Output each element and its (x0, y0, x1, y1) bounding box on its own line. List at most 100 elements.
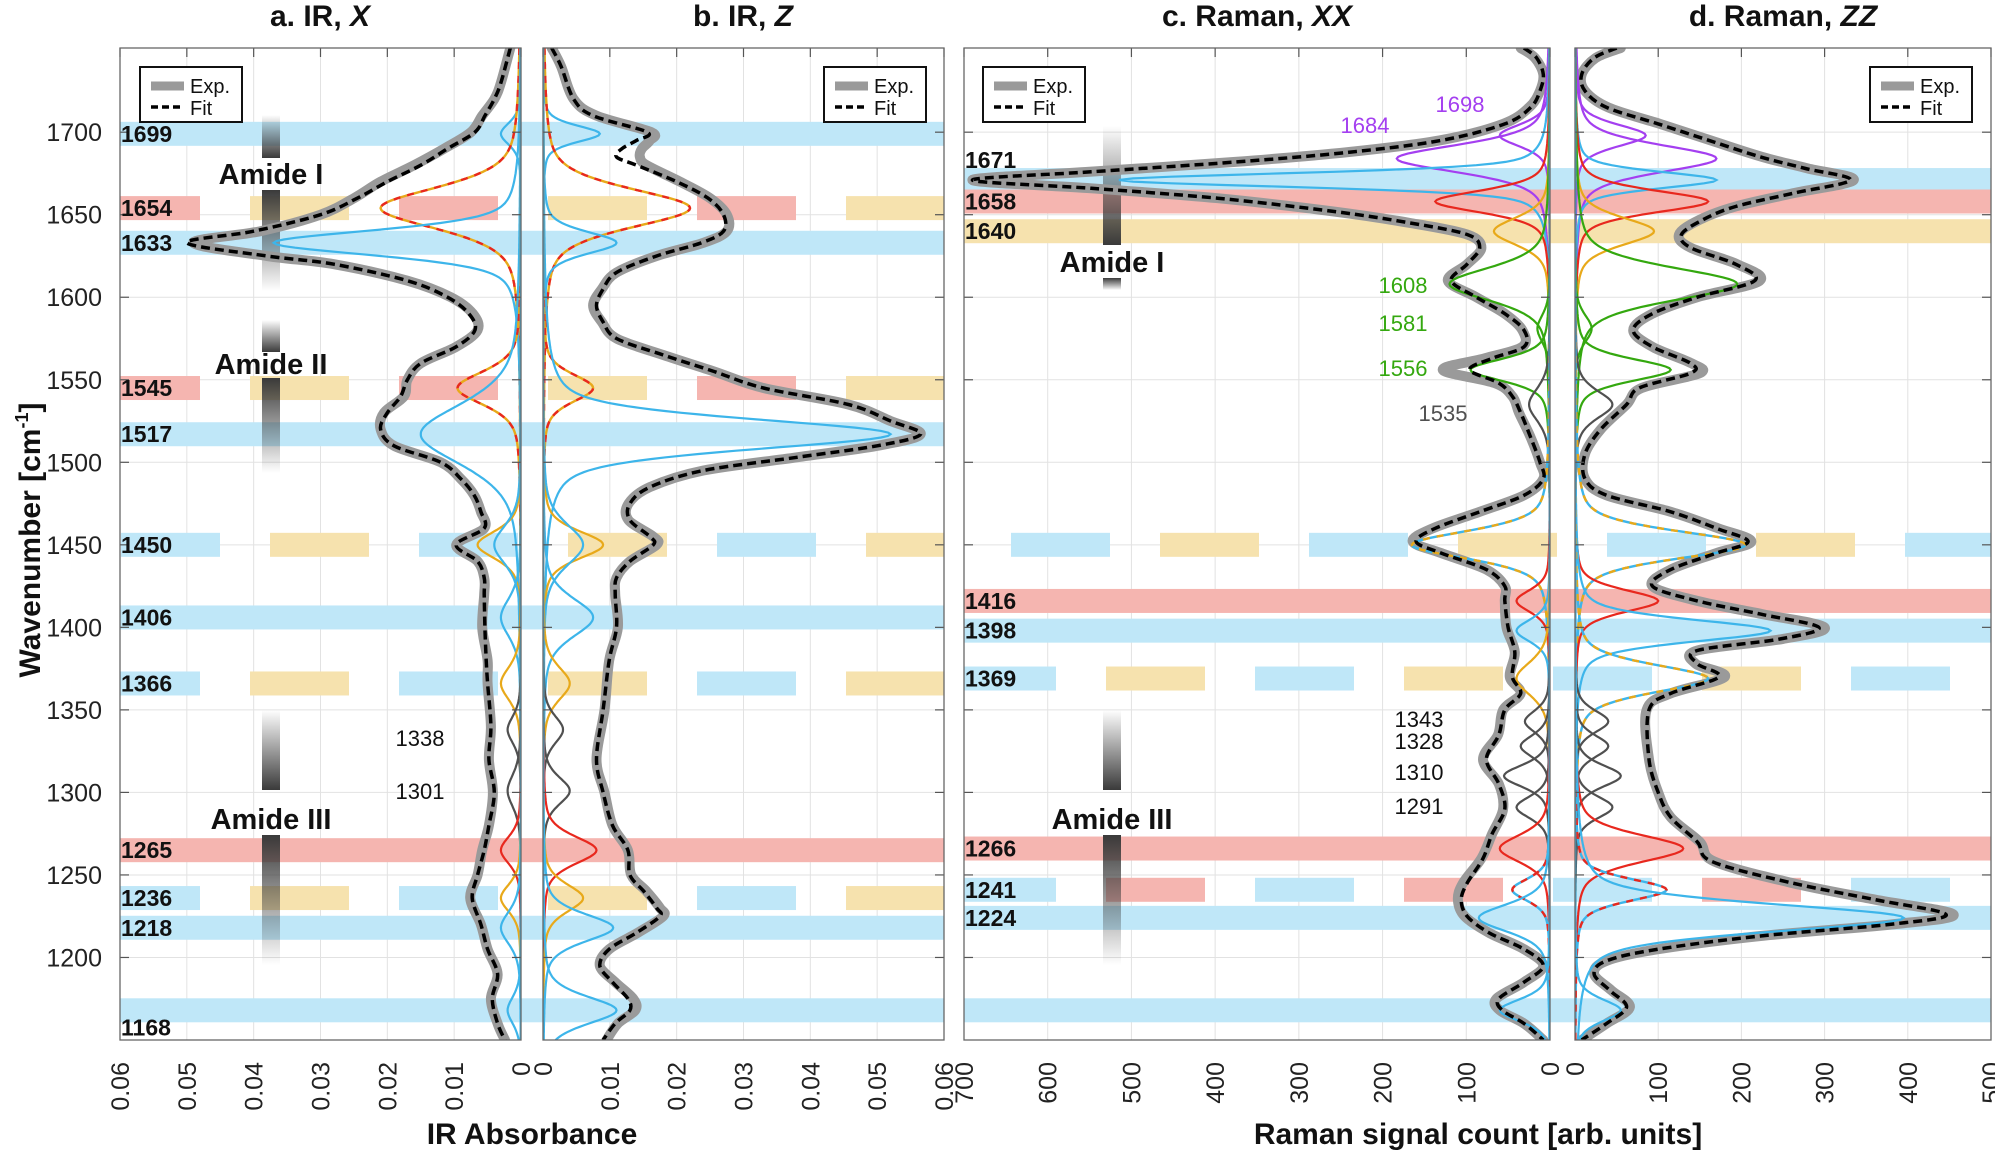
legend-box (823, 66, 927, 123)
band-label: 1236 (121, 885, 172, 911)
band-ir-1699 (120, 121, 944, 146)
x-tick-label: 0.03 (731, 1062, 759, 1111)
x-tick-label: 0.05 (864, 1062, 892, 1111)
peak-label: 1684 (1341, 113, 1390, 138)
legend-exp-label: Exp. (1920, 76, 1960, 98)
band-label: 1224 (965, 905, 1016, 931)
band-dash (1106, 877, 1205, 902)
band-dash (1255, 666, 1354, 691)
amide-range-bar (1103, 710, 1121, 790)
amide-range-bar (1103, 278, 1121, 290)
band-dash (1851, 666, 1950, 691)
band-raman-1369 (964, 666, 1950, 691)
band-dash (964, 666, 1056, 691)
band-dash (964, 877, 1056, 902)
peak-label: 1556 (1379, 356, 1428, 381)
band-label: 1265 (121, 837, 172, 863)
legend-fit-label: Fit (1033, 98, 1056, 120)
panel-b-title: b. IR, Z (693, 0, 795, 33)
panel-d-frame (1574, 47, 1992, 1041)
band-dash (1458, 532, 1557, 557)
peak-label: 1581 (1379, 311, 1428, 336)
band-label: 1633 (121, 230, 172, 256)
band-dash (1553, 666, 1652, 691)
x-tick-label: 0.06 (107, 1062, 135, 1111)
band-fill (120, 422, 944, 447)
band-ir-1517 (120, 422, 944, 447)
component-1654-dash (379, 48, 521, 1040)
panel-c-frame (963, 47, 1551, 1041)
x-tick-label: 400 (1202, 1062, 1230, 1104)
x-tick-label: 100 (1645, 1062, 1673, 1104)
x-tick-label: 0.03 (308, 1062, 336, 1111)
band-dash (121, 532, 220, 557)
panel-a-frame (119, 47, 522, 1041)
x-tick-label: 0.04 (241, 1062, 269, 1111)
y-tick-label: 1250 (46, 862, 102, 890)
band-label: 1241 (965, 877, 1016, 903)
band-label: 1398 (965, 618, 1016, 644)
band-layer (120, 121, 1991, 1023)
band-dash (1607, 532, 1706, 557)
amide-range-bar (262, 835, 280, 965)
x-tick-label: 0.01 (441, 1062, 469, 1111)
band-dash (1756, 532, 1855, 557)
x-tick-label: 0.02 (664, 1062, 692, 1111)
exp-curve (188, 48, 516, 1040)
band-dash (120, 886, 200, 911)
legend-c: Exp.Fit (982, 66, 1086, 123)
legend-box (1869, 66, 1973, 123)
band-dash (1106, 666, 1205, 691)
y-tick-label: 1450 (46, 532, 102, 560)
amide-annotation-layer (262, 115, 1121, 965)
peak-label: 1338 (396, 726, 445, 751)
band-dash (846, 671, 944, 696)
y-tick-label: 1550 (46, 367, 102, 395)
y-tick-label: 1700 (46, 119, 102, 147)
y-tick-label: 1200 (46, 944, 102, 972)
band-label: 1699 (121, 121, 172, 147)
amide-label: Amide II (215, 349, 328, 381)
band-dash (548, 671, 647, 696)
legend-box (982, 66, 1086, 123)
amide-range-bar (262, 320, 280, 352)
band-ir-1366 (120, 671, 944, 696)
x-tick-label: 0 (508, 1062, 536, 1076)
panel-c-title: c. Raman, XX (1162, 0, 1354, 33)
amide-range-bar (1103, 835, 1121, 965)
peak-label: 1291 (1395, 794, 1444, 819)
band-label: 1640 (965, 218, 1016, 244)
y-tick-label: 1500 (46, 449, 102, 477)
amide-annotation (262, 320, 280, 473)
x-tick-label: 200 (1728, 1062, 1756, 1104)
band-fill (964, 618, 1991, 643)
band-dash (1160, 532, 1259, 557)
legend-box (139, 66, 243, 123)
band-raman-1450 (1011, 532, 1991, 557)
text-layer: Wavenumber [cm-1] IR Absorbance Raman si… (12, 0, 1995, 1151)
band-fill (120, 121, 944, 146)
band-dash (846, 196, 944, 221)
amide-label: Amide I (1060, 247, 1165, 279)
amide-annotation (1103, 710, 1121, 965)
y-tick-label: 1400 (46, 614, 102, 642)
band-fill (120, 915, 944, 940)
band-label: 1218 (121, 915, 172, 941)
band-dash (399, 376, 498, 401)
amide-annotation (262, 115, 280, 291)
raman-x-axis-label: Raman signal count [arb. units] (1254, 1118, 1702, 1151)
band-fill (120, 998, 944, 1023)
panel-b-frame (542, 47, 945, 1041)
panel-d-title: d. Raman, ZZ (1689, 0, 1879, 33)
x-tick-label: 700 (951, 1062, 979, 1104)
band-dash (1404, 666, 1503, 691)
band-dash (548, 196, 647, 221)
band-label: 1168 (121, 1014, 171, 1040)
band-label: 1545 (121, 375, 172, 401)
component-1241-dash (1511, 48, 1550, 1040)
band-dash (846, 886, 944, 911)
band-dash (697, 671, 796, 696)
x-tick-label: 400 (1895, 1062, 1923, 1104)
legend-fit-label: Fit (874, 98, 897, 120)
